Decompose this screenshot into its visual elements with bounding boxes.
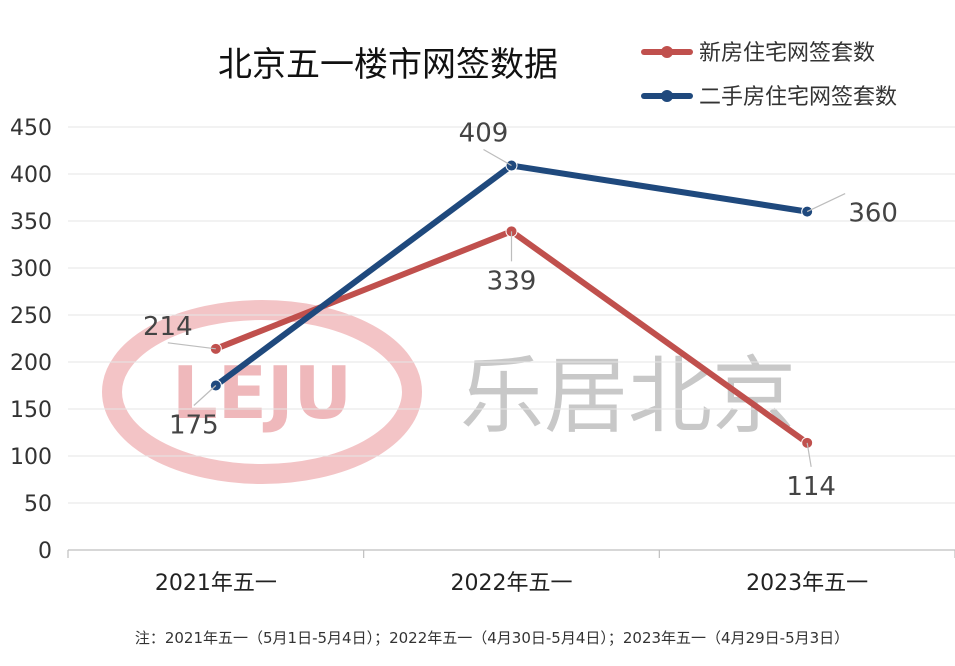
- y-tick-label: 350: [10, 210, 52, 235]
- gridlines: [68, 126, 955, 504]
- y-tick-label: 450: [10, 116, 52, 141]
- y-tick-label: 400: [10, 163, 52, 188]
- data-label: 214: [143, 312, 193, 342]
- chart-title: 北京五一楼市网签数据: [218, 45, 558, 85]
- watermark: LEJU 乐居北京: [102, 300, 796, 484]
- data-label: 409: [459, 119, 509, 149]
- leader-line: [806, 442, 812, 467]
- watermark-logo-ring: [102, 300, 422, 484]
- y-tick-label: 150: [10, 398, 52, 423]
- leader-line: [193, 385, 217, 406]
- chart-note: 注：2021年五一（5月1日-5月4日）；2022年五一（4月30日-5月4日）…: [135, 629, 849, 647]
- data-label: 339: [487, 266, 537, 296]
- y-axis: 0 50 100 150 200 250 300 350 400 450: [10, 116, 52, 564]
- data-label: 360: [848, 199, 898, 229]
- data-label: 175: [169, 411, 219, 441]
- y-tick-label: 0: [38, 539, 52, 564]
- leader-line: [806, 193, 846, 213]
- y-tick-label: 300: [10, 257, 52, 282]
- x-tick-label: 2022年五一: [451, 571, 573, 596]
- legend-label: 二手房住宅网签套数: [699, 85, 897, 110]
- legend-swatch-marker: [661, 90, 673, 102]
- y-tick-label: 250: [10, 304, 52, 329]
- leader-line: [483, 149, 512, 167]
- y-tick-label: 50: [24, 492, 52, 517]
- x-tick-label: 2021年五一: [155, 571, 277, 596]
- legend-label: 新房住宅网签套数: [699, 41, 875, 66]
- x-tick-label: 2023年五一: [746, 571, 868, 596]
- data-label: 114: [786, 472, 836, 502]
- data-labels: 214 339 114 175 409 360: [143, 119, 898, 502]
- x-axis: 2021年五一 2022年五一 2023年五一: [67, 549, 955, 596]
- y-tick-label: 100: [10, 445, 52, 470]
- legend-swatch-marker: [661, 46, 673, 58]
- leader-line: [167, 342, 216, 350]
- watermark-logo-text: LEJU: [172, 351, 352, 435]
- y-tick-label: 200: [10, 351, 52, 376]
